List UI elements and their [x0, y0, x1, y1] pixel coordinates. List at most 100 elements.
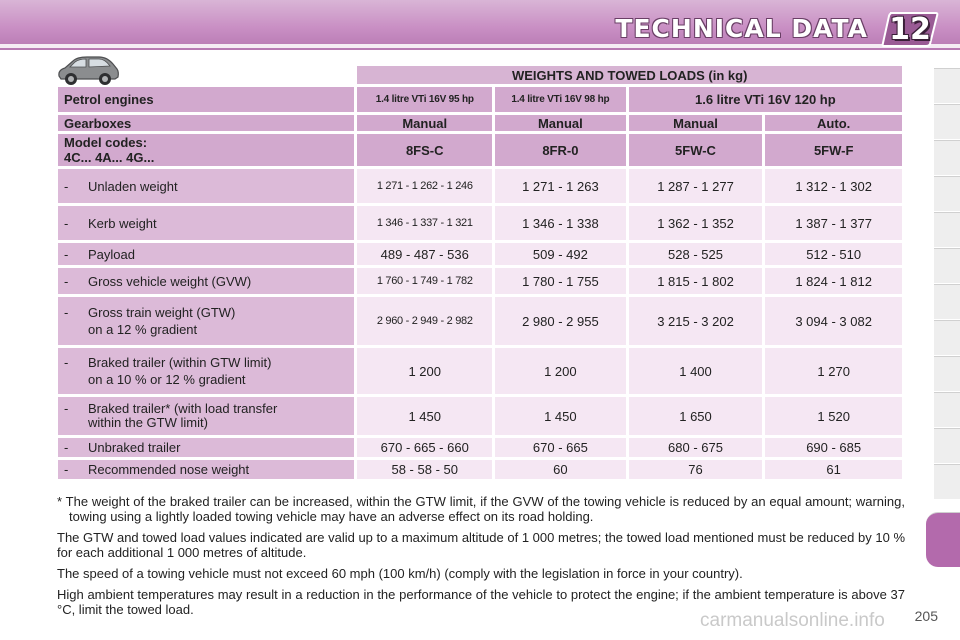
model-code: 5FW-C — [628, 134, 763, 166]
notes: * The weight of the braked trailer can b… — [57, 494, 905, 623]
chapter-tab[interactable] — [934, 356, 960, 391]
gearbox-value: Manual — [357, 115, 493, 131]
row-label-text: Payload — [88, 246, 135, 262]
chapter-tab[interactable] — [934, 320, 960, 355]
chapter-tab[interactable] — [934, 104, 960, 139]
table-cell: 528 - 525 — [628, 243, 763, 265]
table-cell: 1 824 - 1 812 — [765, 268, 902, 294]
table-cell: 1 271 - 1 263 — [495, 169, 626, 203]
row-dash: - — [64, 401, 69, 416]
row-label: - Recommended nose weight — [58, 460, 355, 479]
row-label: - Braked trailer* (with load transfer with… — [58, 397, 355, 435]
engine-col-2: 1.4 litre VTi 16V 98 hp — [495, 87, 626, 112]
gearbox-value: Manual — [495, 115, 626, 131]
chapter-tab[interactable] — [934, 284, 960, 319]
row-label: - Kerb weight — [58, 206, 355, 240]
chapter-badge-icon — [881, 12, 939, 47]
table-cell: 1 200 — [495, 348, 626, 394]
chapter-tab[interactable] — [934, 392, 960, 427]
weights-table: WEIGHTS AND TOWED LOADS (in kg) Petrol e… — [55, 63, 905, 482]
row-dash: - — [64, 246, 69, 262]
table-cell: 670 - 665 — [495, 438, 626, 457]
row-label-text: Gross train weight (GTW) — [88, 305, 236, 320]
row-label-text: Unbraked trailer — [88, 440, 181, 455]
row-dash: - — [64, 215, 69, 231]
row-dash: - — [64, 440, 69, 455]
chapter-tab[interactable] — [934, 428, 960, 463]
table-cell: 1 346 - 1 338 — [495, 206, 626, 240]
chapter-badge: 12 — [880, 10, 940, 48]
row-dash: - — [64, 462, 69, 477]
row-dash: - — [64, 273, 69, 289]
gearbox-value: Manual — [628, 115, 763, 131]
chapter-number: 12 — [889, 11, 931, 47]
row-label-text: Unladen weight — [88, 178, 178, 194]
table-cell: 1 650 — [628, 397, 763, 435]
note-altitude: The GTW and towed load values indicated … — [57, 530, 905, 560]
chapter-tab[interactable] — [934, 176, 960, 211]
engine-col-1: 1.4 litre VTi 16V 95 hp — [357, 87, 493, 112]
chapter-tab[interactable] — [934, 140, 960, 175]
page-title: TECHNICAL DATA — [615, 14, 868, 43]
row-label-text-2: on a 10 % or 12 % gradient — [88, 372, 246, 387]
table-cell: 61 — [765, 460, 902, 479]
table-cell: 690 - 685 — [765, 438, 902, 457]
model-code: 8FR-0 — [495, 134, 626, 166]
chapter-tab[interactable] — [934, 248, 960, 283]
table-row: - Unladen weight 1 271 - 1 262 - 1 246 1 … — [58, 169, 902, 203]
table-row: - Recommended nose weight 58 - 58 - 50 60… — [58, 460, 902, 479]
chapter-tab-active[interactable] — [926, 512, 960, 567]
model-codes-label: Model codes: 4C... 4A... 4G... — [58, 134, 355, 166]
table-cell: 512 - 510 — [765, 243, 902, 265]
table-cell: 509 - 492 — [495, 243, 626, 265]
car-icon — [58, 56, 119, 85]
table-cell: 1 387 - 1 377 — [765, 206, 902, 240]
row-label-text: Gross vehicle weight (GVW) — [88, 273, 252, 289]
row-label-text: Braked trailer (within GTW limit) — [88, 355, 272, 370]
watermark: carmanualsonline.info — [700, 610, 885, 631]
table-cell: 3 094 - 3 082 — [765, 297, 902, 345]
table-cell: 1 312 - 1 302 — [765, 169, 902, 203]
row-label: - Gross train weight (GTW) on a 12 % gradi… — [58, 297, 355, 345]
table-cell: 58 - 58 - 50 — [357, 460, 493, 479]
table-cell: 3 215 - 3 202 — [628, 297, 763, 345]
row-dash: - — [64, 305, 69, 320]
table-cell: 2 960 - 2 949 - 2 982 — [357, 297, 493, 345]
row-label: - Unbraked trailer — [58, 438, 355, 457]
row-dash: - — [64, 178, 69, 194]
row-label-text-2: on a 12 % gradient — [88, 322, 198, 337]
chapter-tab[interactable] — [934, 212, 960, 247]
table-cell: 680 - 675 — [628, 438, 763, 457]
table-cell: 2 980 - 2 955 — [495, 297, 626, 345]
model-codes-label-line1: Model codes: — [64, 135, 148, 150]
header-band-line — [0, 44, 960, 48]
table-cell: 1 450 — [495, 397, 626, 435]
table-row: - Gross train weight (GTW) on a 12 % gradi… — [58, 297, 902, 345]
footnote: * The weight of the braked trailer can b… — [57, 494, 905, 524]
table-cell: 1 362 - 1 352 — [628, 206, 763, 240]
table-cell: 1 270 — [765, 348, 902, 394]
gearbox-value: Auto. — [765, 115, 902, 131]
chapter-tab[interactable] — [934, 464, 960, 499]
row-dash: - — [64, 355, 69, 370]
table-cell: 1 815 - 1 802 — [628, 268, 763, 294]
table-cell: 1 200 — [357, 348, 493, 394]
model-code: 8FS-C — [357, 134, 493, 166]
page-number: 205 — [914, 608, 938, 624]
table-cell: 1 780 - 1 755 — [495, 268, 626, 294]
note-speed: The speed of a towing vehicle must not e… — [57, 566, 743, 581]
table-cell: 1 760 - 1 749 - 1 782 — [357, 268, 493, 294]
row-label: - Gross vehicle weight (GVW) — [58, 268, 355, 294]
row-label-text-2: within the GTW limit) — [88, 415, 208, 430]
engines-label: Petrol engines — [58, 87, 355, 112]
row-label-text: Recommended nose weight — [88, 462, 250, 477]
table-row: - Braked trailer* (with load transfer with… — [58, 397, 902, 435]
table-row: - Unbraked trailer 670 - 665 - 660 670 - … — [58, 438, 902, 457]
row-label: - Braked trailer (within GTW limit) on a 1… — [58, 348, 355, 394]
row-label: - Unladen weight — [58, 169, 355, 203]
header-band — [0, 0, 960, 50]
table-row: - Payload 489 - 487 - 536 509 - 492 528 -… — [58, 243, 902, 265]
table-row: - Kerb weight 1 346 - 1 337 - 1 321 1 346… — [58, 206, 902, 240]
table-cell: 76 — [628, 460, 763, 479]
chapter-tab[interactable] — [934, 68, 960, 103]
